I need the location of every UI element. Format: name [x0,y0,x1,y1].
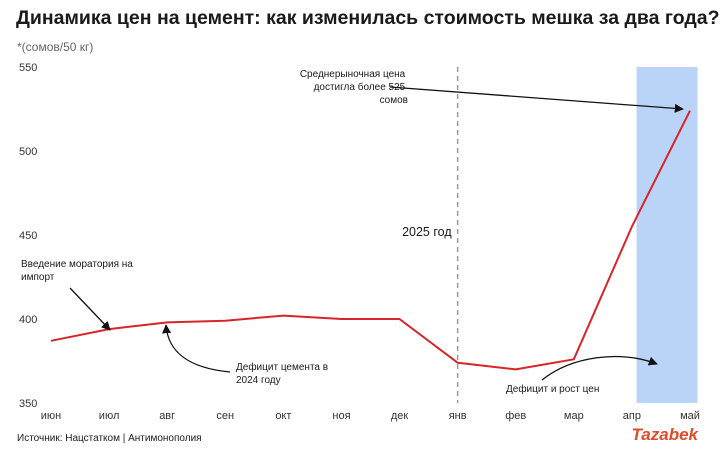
chart-title: Динамика цен на цемент: как изменилась с… [16,7,720,29]
annotation-arrow-deficit-growth [541,355,658,381]
annotation-arrow-moratorium [69,287,111,331]
y-tick-label: 550 [19,62,37,74]
x-tick-label: сен [216,410,234,422]
annotation-line: импорт [21,272,55,283]
annotation-deficit2024: Дефицит цемента в 2024 году [236,361,331,386]
annotation-moratorium: Введение моратория на импорт [21,259,136,283]
x-tick-label: дек [391,410,409,422]
y-axis: 350 400 450 500 550 [19,62,37,410]
x-tick-label: июн [41,410,61,422]
x-tick-label: июл [99,410,120,422]
brand-logo: Tazabek [631,425,698,444]
y-tick-label: 400 [19,314,37,326]
x-tick-label: ноя [332,410,350,422]
x-tick-label: янв [449,410,467,422]
y-tick-label: 450 [19,230,37,242]
source-note: Источник: Нацстатком | Антимонополия [17,433,202,444]
y-tick-label: 500 [19,146,37,158]
year-divider-label: 2025 год [402,225,452,239]
annotation-line: Среднерыночная цена [300,69,406,80]
x-axis: июн июл авг сен окт ноя дек янв фев мар апр май [41,410,700,422]
x-tick-label: окт [275,410,291,422]
y-tick-label: 350 [19,398,37,410]
annotation-line: Дефицит цемента в [236,361,328,373]
y-unit-label: *(сомов/50 кг) [17,40,94,54]
annotation-line: Введение моратория на [21,259,133,270]
annotation-line: сомов [380,95,408,106]
annotation-arrow-deficit2024 [162,324,231,373]
annotation-line: достигла более 525 [314,81,406,93]
x-tick-label: май [680,410,700,422]
annotation-deficit-growth: Дефицит и рост цен [506,383,599,395]
annotation-line: Дефицит и рост цен [506,383,599,395]
x-tick-label: фев [505,410,526,422]
series-line-price [50,110,691,371]
annotation-line: 2024 году [236,375,281,386]
highlight-band-may [636,67,698,403]
x-tick-label: апр [623,410,641,422]
annotation-arrow-market [389,86,684,113]
x-tick-label: авг [159,410,175,422]
x-tick-label: мар [564,410,584,422]
annotation-market-price: Среднерыночная цена достигла более 525 с… [300,69,408,106]
